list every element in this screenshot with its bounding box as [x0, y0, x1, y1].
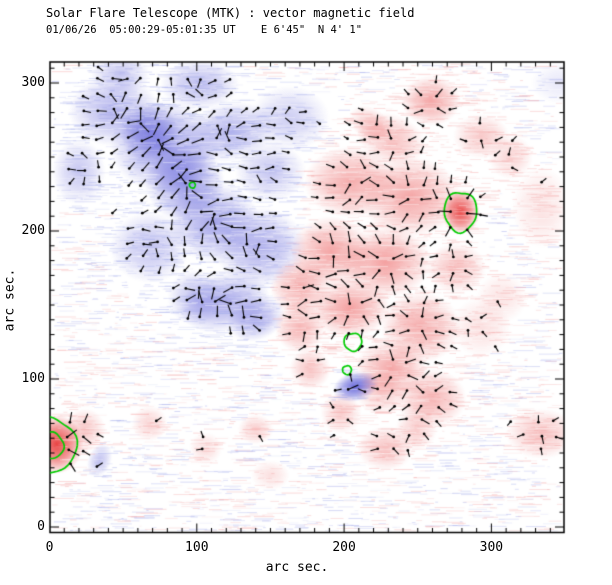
- figure-subtitle: 01/06/26 05:00:29-05:01:35 UT E 6'45" N …: [46, 24, 363, 36]
- x-tick-label: 0: [45, 540, 54, 555]
- y-tick-label: 100: [21, 371, 45, 386]
- y-tick-label: 300: [21, 75, 45, 90]
- x-tick-label: 200: [332, 540, 356, 555]
- x-tick-label: 100: [185, 540, 209, 555]
- x-tick-label: 300: [479, 540, 504, 555]
- x-axis-label: arc sec.: [265, 560, 329, 575]
- y-axis-label: arc sec.: [2, 268, 18, 332]
- figure-title: Solar Flare Telescope (MTK) : vector mag…: [46, 6, 415, 20]
- y-tick-label: 200: [21, 223, 45, 238]
- y-tick-label: 0: [37, 519, 45, 534]
